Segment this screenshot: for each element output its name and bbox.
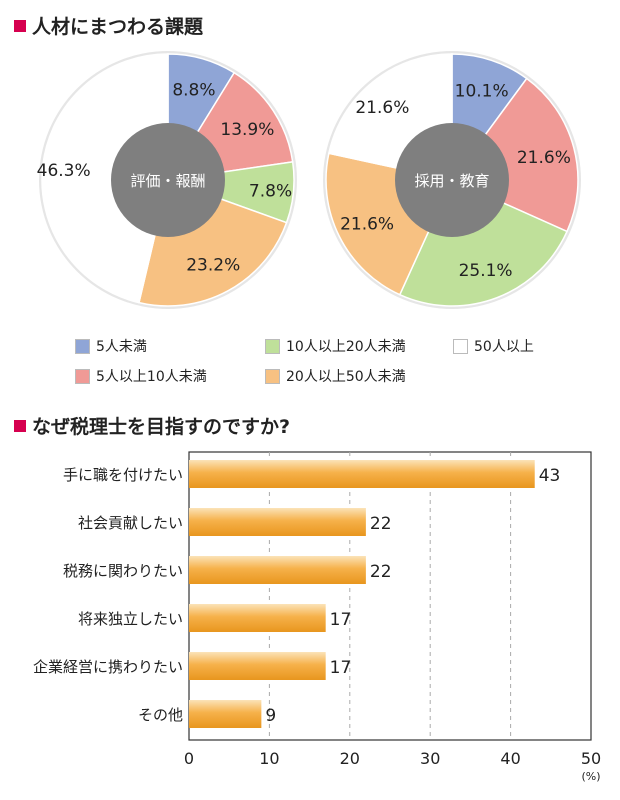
bar-value-label: 43 [539, 466, 561, 486]
legend-swatch [453, 338, 468, 354]
legend-label: 5人以上10人未満 [96, 369, 207, 385]
x-tick-label: 10 [259, 749, 279, 768]
legend-item: 10人以上20人未満 [265, 336, 406, 356]
title-marker-icon [14, 19, 26, 32]
bar-value-label: 17 [330, 610, 352, 630]
pie-chart-2: 採用・教育 10.1% 21.6% 25.1% 21.6% 21.6% [323, 51, 581, 309]
x-tick-label: 30 [420, 749, 440, 768]
section-title-why-tax-accountant: なぜ税理士を目指すのですか? [14, 412, 290, 439]
x-tick-label: 50 [581, 749, 601, 768]
pie-slice-label: 21.6% [517, 148, 571, 168]
bar [189, 508, 366, 536]
title-marker-icon [14, 419, 26, 432]
x-unit-label: (%) [581, 770, 600, 783]
legend-item: 5人未満 [75, 336, 147, 356]
pie-slice-label: 13.9% [220, 120, 274, 140]
category-label: 企業経営に携わりたい [33, 658, 183, 676]
bar [189, 700, 262, 728]
legend-swatch [265, 368, 280, 384]
bar [189, 556, 366, 584]
pie-slice [41, 53, 169, 304]
pie-center-label: 評価・報酬 [130, 172, 205, 190]
x-tick-label: 0 [184, 749, 194, 768]
pie-slice-label: 25.1% [459, 261, 513, 281]
pie-center-label: 採用・教育 [414, 172, 489, 190]
category-label: 税務に関わりたい [63, 562, 183, 580]
bar-value-label: 22 [370, 514, 392, 534]
bar [189, 652, 326, 680]
category-label: 手に職を付けたい [63, 466, 183, 484]
pie-slice-label: 21.6% [355, 98, 409, 118]
legend: 5人未満 10人以上20人未満 50人以上 5人以上10人未満 20人以上50人未満 [75, 336, 615, 390]
pie-slice-label: 46.3% [37, 161, 91, 181]
legend-label: 5人未満 [96, 339, 147, 355]
x-tick-label: 20 [340, 749, 360, 768]
pie-slice-label: 21.6% [340, 215, 394, 235]
pie-slice-label: 7.8% [249, 182, 292, 202]
legend-item: 20人以上50人未満 [265, 366, 406, 386]
category-label: 社会貢献したい [78, 514, 183, 532]
category-label: 将来独立したい [78, 610, 183, 628]
plot-frame [188, 451, 592, 741]
bar-value-label: 9 [265, 706, 276, 726]
pie-slice-label: 23.2% [186, 256, 240, 276]
section-title-text: 人材にまつわる課題 [32, 16, 204, 38]
section-title-text: なぜ税理士を目指すのですか? [32, 416, 291, 438]
legend-label: 50人以上 [474, 339, 534, 355]
section-title-talent-issues: 人材にまつわる課題 [14, 12, 203, 39]
legend-swatch [75, 368, 90, 384]
bar [189, 604, 326, 632]
legend-item: 50人以上 [453, 336, 534, 356]
pie-charts: 評価・報酬 8.8%13.9% 7.8% 23.2% 46.3% 採用・教育 10.1% 21… [37, 51, 581, 309]
pie-center [395, 123, 509, 237]
category-label: その他 [138, 706, 183, 724]
pie-slice-label: 8.8% [172, 81, 215, 101]
pie-slice-label: 10.1% [455, 82, 509, 102]
pie-chart-1: 評価・報酬 8.8%13.9% 7.8% 23.2% 46.3% [37, 51, 297, 309]
legend-label: 10人以上20人未満 [286, 339, 406, 355]
legend-swatch [265, 338, 280, 354]
x-tick-label: 40 [500, 749, 520, 768]
legend-swatch [75, 338, 90, 354]
bar-value-label: 17 [330, 658, 352, 678]
bar-value-label: 22 [370, 562, 392, 582]
bar [189, 460, 535, 488]
pie-center [111, 123, 225, 237]
legend-item: 5人以上10人未満 [75, 366, 207, 386]
legend-label: 20人以上50人未満 [286, 369, 406, 385]
